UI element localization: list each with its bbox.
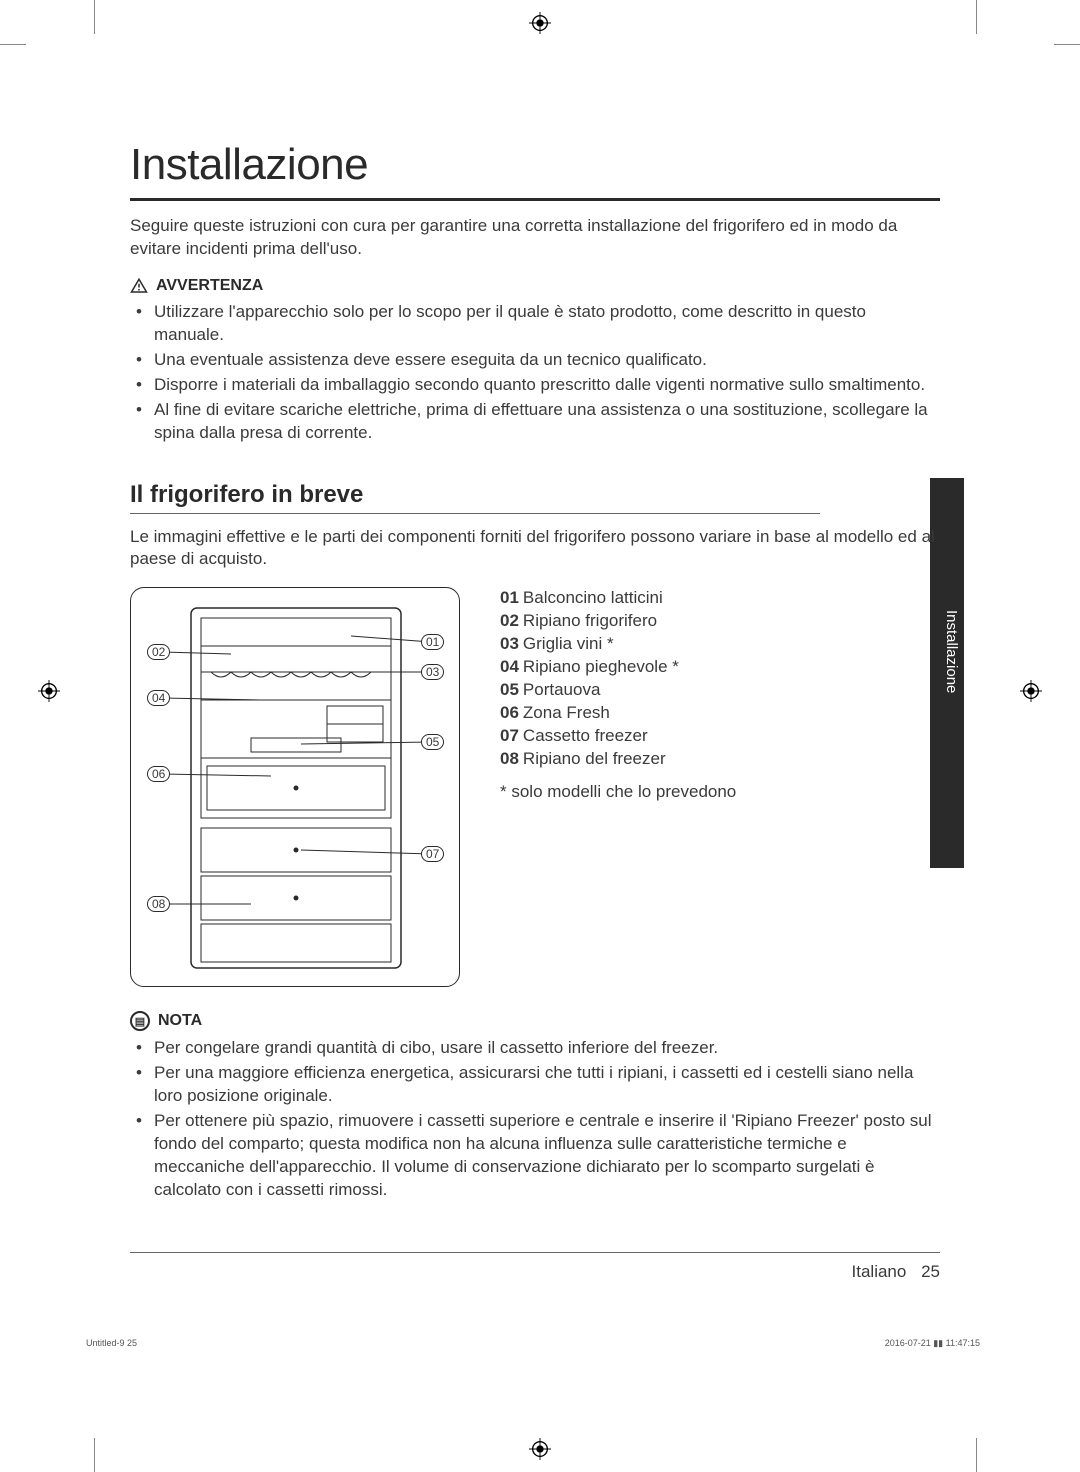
legend-item: 03Griglia vini * — [500, 633, 736, 656]
sidebar-chapter-label: Installazione — [943, 610, 960, 693]
page-title: Installazione — [130, 140, 940, 190]
title-rule — [130, 198, 940, 201]
print-meta-right: 2016-07-21 ▮▮ 11:47:15 — [885, 1338, 980, 1349]
intro-text: Seguire queste istruzioni con cura per g… — [130, 215, 940, 261]
callout-04: 04 — [147, 690, 170, 706]
warning-item: Al fine di evitare scariche elettriche, … — [154, 399, 940, 445]
footer-rule — [130, 1252, 940, 1253]
section-rule — [130, 513, 820, 514]
callout-01: 01 — [421, 634, 444, 650]
note-item: Per ottenere più spazio, rimuovere i cas… — [154, 1110, 940, 1202]
legend-item: 04Ripiano pieghevole * — [500, 656, 736, 679]
warning-list: Utilizzare l'apparecchio solo per lo sco… — [130, 301, 940, 445]
warning-item: Una eventuale assistenza deve essere ese… — [154, 349, 940, 372]
note-item: Per congelare grandi quantità di cibo, u… — [154, 1037, 940, 1060]
page-content: Installazione Seguire queste istruzioni … — [130, 140, 940, 1204]
footer: Italiano 25 — [852, 1262, 940, 1282]
registration-mark-icon — [529, 1438, 551, 1460]
note-item: Per una maggiore efficienza energetica, … — [154, 1062, 940, 1108]
note-list: Per congelare grandi quantità di cibo, u… — [130, 1037, 940, 1202]
print-meta-left: Untitled-9 25 — [86, 1338, 137, 1348]
parts-legend: 01Balconcino latticini 02Ripiano frigori… — [500, 587, 736, 803]
legend-item: 02Ripiano frigorifero — [500, 610, 736, 633]
note-icon: ▤ — [130, 1011, 150, 1031]
callout-05: 05 — [421, 734, 444, 750]
registration-mark-icon — [1020, 680, 1042, 702]
callout-08: 08 — [147, 896, 170, 912]
warning-item: Utilizzare l'apparecchio solo per lo sco… — [154, 301, 940, 347]
fridge-svg — [131, 588, 461, 988]
warning-triangle-icon — [130, 277, 148, 295]
fridge-diagram: 01 02 03 04 05 06 07 08 — [130, 587, 460, 987]
callout-07: 07 — [421, 846, 444, 862]
figure-and-legend: 01 02 03 04 05 06 07 08 01Balconcino lat… — [130, 587, 940, 987]
asterisk-note: * solo modelli che lo prevedono — [500, 781, 736, 804]
note-label: NOTA — [158, 1012, 202, 1030]
footer-page-number: 25 — [921, 1262, 940, 1281]
legend-item: 07Cassetto freezer — [500, 725, 736, 748]
legend-item: 06Zona Fresh — [500, 702, 736, 725]
callout-02: 02 — [147, 644, 170, 660]
legend-item: 01Balconcino latticini — [500, 587, 736, 610]
registration-mark-icon — [38, 680, 60, 702]
note-heading: ▤ NOTA — [130, 1011, 940, 1031]
section-overview-desc: Le immagini effettive e le parti dei com… — [130, 526, 940, 572]
callout-06: 06 — [147, 766, 170, 782]
callout-03: 03 — [421, 664, 444, 680]
registration-mark-icon — [529, 12, 551, 34]
section-overview-title: Il frigorifero in breve — [130, 481, 940, 509]
legend-item: 05Portauova — [500, 679, 736, 702]
warning-heading: AVVERTENZA — [130, 277, 940, 295]
footer-language: Italiano — [852, 1262, 907, 1281]
warning-item: Disporre i materiali da imballaggio seco… — [154, 374, 940, 397]
legend-item: 08Ripiano del freezer — [500, 748, 736, 771]
warning-label: AVVERTENZA — [156, 277, 263, 295]
